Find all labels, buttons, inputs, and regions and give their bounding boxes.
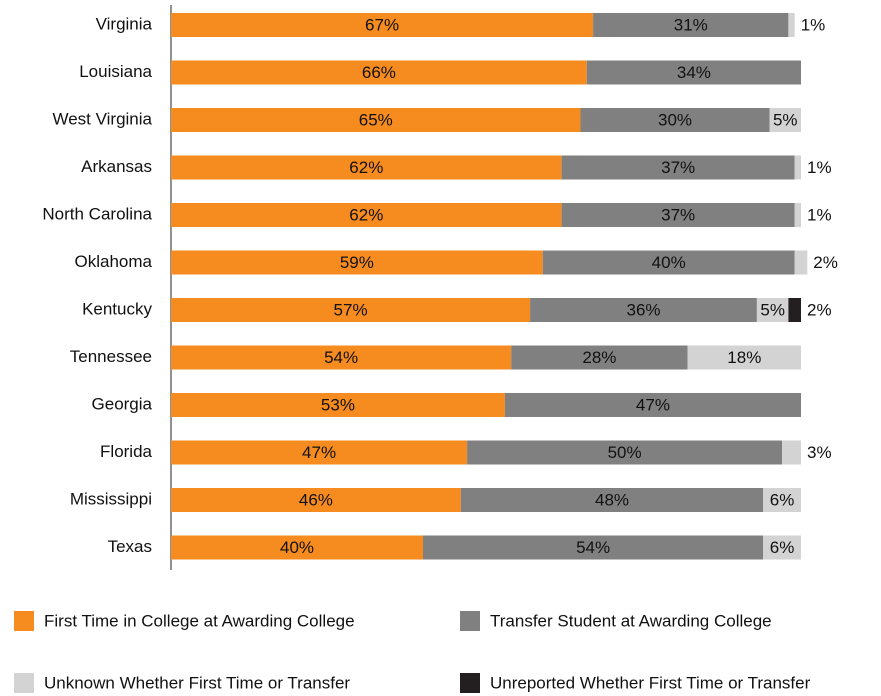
category-label: Tennessee [70, 347, 152, 366]
bar-segment [171, 250, 543, 275]
bar-segment [763, 535, 801, 560]
value-label: 1% [807, 205, 832, 224]
category-label: North Carolina [42, 204, 152, 223]
value-label: 59% [340, 253, 374, 272]
legend-swatch [14, 611, 34, 631]
bar-segment [580, 108, 770, 132]
bar-segment [763, 488, 801, 512]
bar-segment [460, 488, 764, 512]
value-label: 2% [807, 300, 832, 319]
value-label: 30% [658, 110, 692, 129]
value-label: 1% [807, 158, 832, 177]
category-label: Georgia [92, 394, 153, 413]
value-label: 54% [324, 348, 358, 367]
value-label: 1% [801, 15, 826, 34]
category-label: Mississippi [70, 489, 152, 508]
category-label: Arkansas [81, 157, 152, 176]
category-label: Louisiana [79, 62, 152, 81]
bar-segment [171, 298, 531, 322]
value-label: 47% [636, 395, 670, 414]
legend-swatch [460, 611, 480, 631]
value-label: 40% [280, 538, 314, 557]
value-label: 46% [299, 490, 333, 509]
value-label: 53% [321, 395, 355, 414]
category-label: West Virginia [52, 109, 152, 128]
category-label: Florida [100, 442, 153, 461]
bar-segment [171, 440, 468, 465]
bar-segment [530, 298, 757, 322]
value-label: 37% [661, 205, 695, 224]
bar-segment [171, 203, 562, 227]
bar-segment [171, 535, 423, 560]
bar-segment [561, 203, 795, 227]
bar-segment [788, 13, 795, 37]
value-label: 50% [608, 443, 642, 462]
category-label: Kentucky [82, 299, 152, 318]
legend-swatch [460, 673, 480, 693]
bar-segment [794, 250, 808, 275]
value-label: 67% [365, 15, 399, 34]
legend-label: Unknown Whether First Time or Transfer [44, 673, 350, 692]
bar-segment [511, 345, 688, 370]
value-label: 62% [349, 158, 383, 177]
value-label: 31% [674, 15, 708, 34]
bar-segment [171, 155, 562, 180]
value-label: 6% [770, 538, 795, 557]
bar-segment [769, 108, 801, 132]
category-label: Texas [108, 537, 152, 556]
bar-segment [593, 13, 789, 37]
bar-segment [756, 298, 789, 322]
value-label: 66% [362, 63, 396, 82]
value-label: 37% [661, 158, 695, 177]
bar-segment [687, 345, 801, 370]
bar-segment [586, 60, 801, 85]
value-label: 54% [576, 538, 610, 557]
value-label: 6% [770, 490, 795, 509]
legend-label: Transfer Student at Awarding College [490, 611, 772, 630]
value-label: 57% [334, 300, 368, 319]
value-label: 40% [652, 253, 686, 272]
bar-segment [171, 60, 587, 85]
value-label: 28% [582, 348, 616, 367]
legend-label: Unreported Whether First Time or Transfe… [490, 673, 811, 692]
value-label: 34% [677, 63, 711, 82]
value-label: 62% [349, 205, 383, 224]
value-label: 18% [727, 348, 761, 367]
value-label: 3% [807, 443, 832, 462]
bar-segment [423, 535, 764, 560]
value-label: 2% [813, 253, 838, 272]
bar-segment [171, 345, 512, 370]
value-label: 65% [359, 110, 393, 129]
bar-segment [171, 108, 581, 132]
bar-segment [504, 393, 801, 417]
bar-segment [794, 203, 801, 227]
legend-swatch [14, 673, 34, 693]
value-label: 47% [302, 443, 336, 462]
bar-segment [788, 298, 801, 322]
bar-segment [171, 488, 461, 512]
legend-label: First Time in College at Awarding Colleg… [44, 611, 355, 630]
bar-segment [561, 155, 795, 180]
value-label: 5% [773, 110, 798, 129]
bar-segment [171, 393, 505, 417]
bar-segment [782, 440, 801, 465]
category-label: Virginia [96, 14, 153, 33]
value-label: 5% [760, 300, 785, 319]
bar-segment [467, 440, 783, 465]
bar-segment [171, 13, 594, 37]
category-label: Oklahoma [75, 252, 153, 271]
value-label: 48% [595, 490, 629, 509]
bar-segment [794, 155, 801, 180]
value-label: 36% [626, 300, 660, 319]
bar-segment [542, 250, 795, 275]
